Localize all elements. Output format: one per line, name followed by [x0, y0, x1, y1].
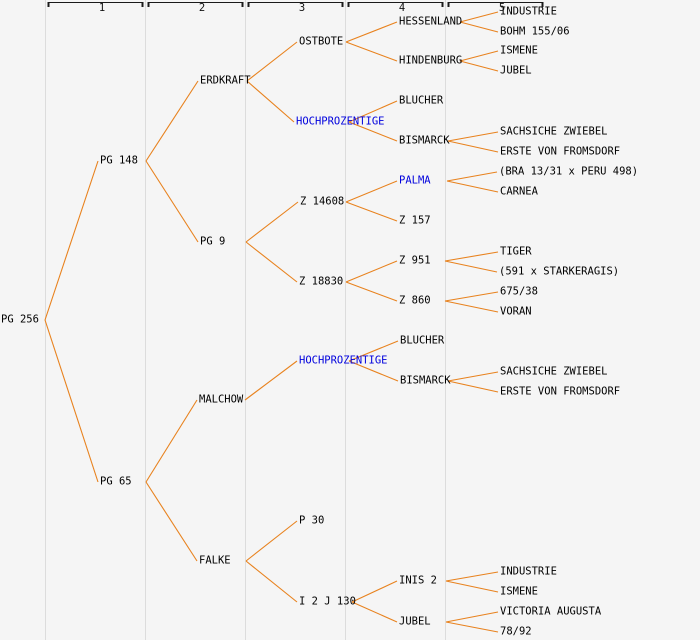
tree-node-falke: FALKE	[199, 554, 231, 567]
pedigree-edge	[446, 171, 498, 182]
tree-node-hindenburg: HINDENBURG	[399, 54, 463, 67]
pedigree-edge	[345, 260, 398, 283]
tree-node-inis2: INIS 2	[399, 574, 437, 587]
pedigree-edge	[444, 300, 499, 313]
tree-node-erste_2: ERSTE VON FROMSDORF	[500, 385, 621, 398]
pedigree-edge	[459, 50, 499, 62]
pedigree-edge	[348, 121, 398, 142]
pedigree-edge	[445, 611, 499, 623]
ruler-label-5: 5	[498, 2, 506, 14]
pedigree-edge	[145, 80, 199, 162]
pedigree-edge	[447, 140, 499, 153]
tree-node-carnea: CARNEA	[500, 185, 538, 198]
tree-node-jubel_1: JUBEL	[500, 64, 532, 77]
pedigree-edge	[447, 380, 499, 393]
tree-node-pg9: PG 9	[200, 235, 226, 248]
pedigree-edge	[446, 180, 499, 193]
pedigree-edge	[245, 520, 298, 562]
pedigree-edge	[444, 260, 498, 273]
pedigree-edge	[246, 41, 298, 82]
ruler-label-3: 3	[298, 2, 306, 14]
tree-node-ismene_2: ISMENE	[500, 585, 538, 598]
tree-node-z18830: Z 18830	[299, 275, 344, 288]
tree-node-z860: Z 860	[399, 294, 431, 307]
tree-node-victoria: VICTORIA AUGUSTA	[500, 605, 602, 618]
pedigree-edge	[245, 201, 299, 243]
pedigree-edge	[245, 560, 298, 603]
tree-node-sachsiche_1: SACHSICHE ZWIEBEL	[500, 125, 608, 138]
tree-node-pg256: PG 256	[1, 313, 39, 326]
tree-node-hessenland: HESSENLAND	[399, 15, 463, 28]
tree-node-bra_peru: (BRA 13/31 x PERU 498)	[499, 165, 639, 178]
pedigree-edges	[44, 11, 499, 633]
tree-node-industrie_1: INDUSTRIE	[500, 5, 557, 18]
tree-node-ismene_1: ISMENE	[500, 44, 538, 57]
pedigree-edge	[44, 319, 99, 483]
tree-node-blucher_1: BLUCHER	[399, 94, 444, 107]
pedigree-edge	[345, 41, 398, 62]
column-separators	[45, 0, 446, 640]
tree-node-sachsiche_2: SACHSICHE ZWIEBEL	[500, 365, 608, 378]
pedigree-edge	[351, 580, 398, 603]
tree-node-erdkraft: ERDKRAFT	[200, 74, 251, 87]
pedigree-edge	[348, 100, 398, 123]
tree-node-jubel_2: JUBEL	[399, 615, 431, 628]
pedigree-edge	[444, 251, 499, 262]
pedigree-edge	[447, 131, 499, 142]
tree-node-ostbote: OSTBOTE	[299, 35, 344, 48]
tree-node-hochprozentige_2[interactable]: HOCHPROZENTIGE	[299, 354, 388, 367]
ruler-label-4: 4	[398, 2, 406, 14]
pedigree-edge	[345, 180, 398, 203]
tree-node-erste_1: ERSTE VON FROMSDORF	[500, 145, 621, 158]
pedigree-edge	[245, 241, 298, 283]
pedigree-edge	[44, 160, 99, 321]
tree-node-starkeragis: (591 x STARKERAGIS)	[499, 265, 620, 278]
pedigree-edge	[145, 481, 198, 562]
tree-node-z14608: Z 14608	[300, 195, 345, 208]
tree-node-z157: Z 157	[399, 214, 431, 227]
ruler-label-2: 2	[198, 2, 206, 14]
pedigree-edge	[445, 571, 499, 582]
pedigree-edge	[447, 371, 499, 382]
generation-ruler	[47, 2, 544, 7]
pedigree-edge	[445, 580, 499, 593]
pedigree-edge	[348, 340, 399, 362]
pedigree-edge	[348, 360, 399, 382]
tree-node-pg148: PG 148	[100, 154, 138, 167]
tree-node-palma[interactable]: PALMA	[399, 174, 431, 187]
pedigree-edge	[459, 60, 499, 72]
tree-node-pg65: PG 65	[100, 475, 132, 488]
tree-node-n67538: 675/38	[500, 285, 538, 298]
tree-node-i2j130: I 2 J 130	[299, 595, 356, 608]
tree-node-voran: VORAN	[500, 305, 532, 318]
tree-node-bismarck_2: BISMARCK	[400, 374, 451, 387]
tree-node-malchow: MALCHOW	[199, 393, 244, 406]
tree-node-bismarck_1: BISMARCK	[399, 134, 450, 147]
tree-node-blucher_2: BLUCHER	[400, 334, 445, 347]
tree-node-p30: P 30	[299, 514, 325, 527]
pedigree-edge	[351, 601, 398, 623]
pedigree-edge	[145, 160, 199, 243]
tree-node-tiger: TIGER	[500, 245, 532, 258]
tree-node-industrie_2: INDUSTRIE	[500, 565, 557, 578]
pedigree-edge	[459, 21, 499, 33]
pedigree-edge	[345, 281, 398, 302]
tree-node-hochprozentige_1[interactable]: HOCHPROZENTIGE	[296, 115, 385, 128]
tree-node-n7892: 78/92	[500, 625, 532, 638]
pedigree-edge	[444, 291, 499, 302]
pedigree-edge	[459, 11, 499, 23]
pedigree-edge	[345, 21, 398, 43]
pedigree-edge	[244, 360, 298, 401]
tree-node-z951: Z 951	[399, 254, 431, 267]
pedigree-edge	[246, 80, 295, 123]
ruler-label-1: 1	[98, 2, 106, 14]
pedigree-edge	[145, 399, 198, 483]
tree-node-bohm15506: BOHM 155/06	[500, 25, 570, 38]
pedigree-edge	[345, 201, 398, 222]
pedigree-edge	[445, 621, 499, 633]
